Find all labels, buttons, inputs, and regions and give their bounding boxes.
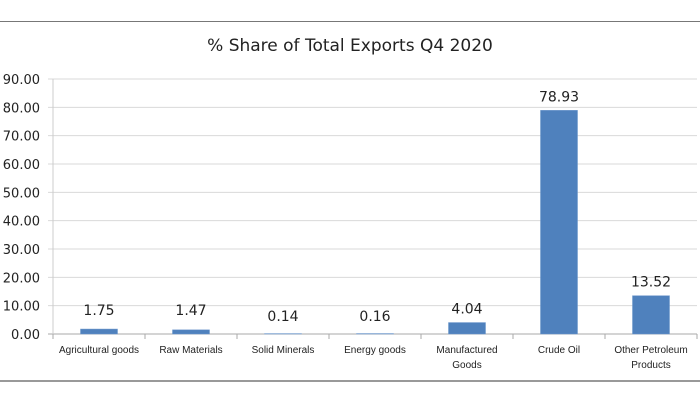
data-label: 13.52 (631, 275, 671, 291)
y-tick-label: 60.00 (3, 158, 40, 173)
y-tick-label: 90.00 (3, 73, 40, 88)
y-tick-label: 50.00 (3, 186, 40, 201)
bar (448, 322, 486, 335)
bar (80, 328, 118, 335)
bar (540, 110, 578, 335)
data-label: 4.04 (451, 302, 482, 318)
y-tick-label: 20.00 (3, 271, 40, 286)
data-label: 78.93 (539, 89, 579, 105)
bar (172, 329, 210, 335)
y-tick-label: 10.00 (3, 300, 40, 315)
y-tick-label: 40.00 (3, 215, 40, 230)
y-tick-label: 80.00 (3, 101, 40, 116)
x-tick-label: Crude Oil (538, 345, 580, 356)
bar (632, 295, 670, 335)
frame-bottom-border (0, 380, 700, 382)
y-tick-label: 30.00 (3, 243, 40, 258)
x-tick-label: Products (631, 360, 670, 371)
x-tick-label: Solid Minerals (252, 345, 315, 356)
y-tick-label: 70.00 (3, 130, 40, 145)
chart-title: % Share of Total Exports Q4 2020 (207, 36, 493, 56)
x-tick-label: Energy goods (344, 345, 406, 356)
data-label: 1.47 (175, 303, 206, 319)
x-tick-label: Goods (452, 360, 481, 371)
data-label: 0.16 (359, 309, 390, 325)
frame-top-border (0, 21, 700, 22)
data-label: 1.75 (83, 303, 114, 319)
data-label: 0.14 (267, 309, 298, 325)
x-tick-label: Raw Materials (159, 345, 222, 356)
x-tick-label: Manufactured (436, 345, 497, 356)
x-tick-label: Agricultural goods (59, 345, 139, 356)
x-tick-label: Other Petroleum (614, 345, 687, 356)
y-tick-label: 0.00 (11, 328, 40, 343)
